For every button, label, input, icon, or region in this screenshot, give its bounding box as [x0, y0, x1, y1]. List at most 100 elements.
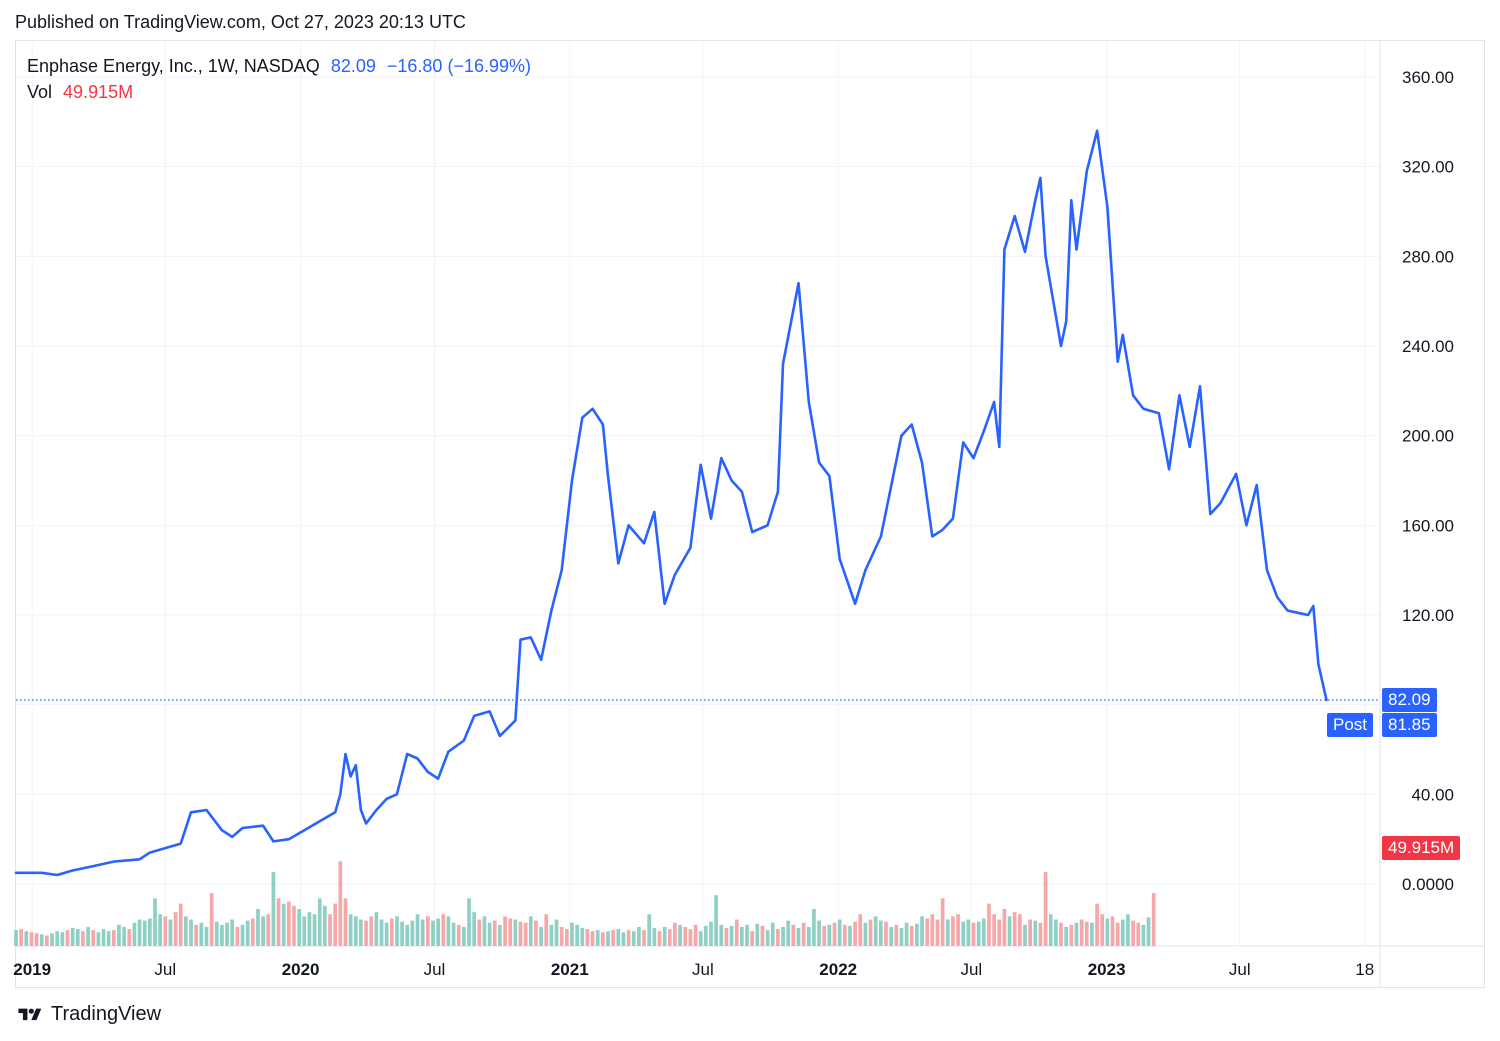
volume-bar [281, 903, 286, 946]
volume-bar [590, 931, 595, 946]
volume-bar [65, 930, 70, 946]
volume-bar [662, 926, 667, 946]
volume-bar [189, 919, 193, 946]
volume-bar [127, 929, 132, 946]
volume-bar [302, 916, 307, 946]
volume-bar [992, 914, 996, 946]
volume-bar [1002, 908, 1007, 946]
volume-bar [405, 924, 410, 946]
volume-bar [1131, 920, 1135, 946]
volume-bar [147, 918, 152, 946]
volume-bar [214, 921, 219, 946]
volume-bar [894, 924, 899, 946]
volume-bar [508, 918, 513, 946]
volume-bar [142, 920, 147, 946]
volume-bar [333, 903, 338, 946]
volume-bar [1054, 919, 1058, 946]
volume-bar [518, 921, 523, 946]
volume-bar [822, 925, 827, 946]
volume-bar [317, 898, 322, 946]
volume-bar [477, 919, 482, 946]
volume-bar [981, 918, 986, 946]
legend-symbol: Enphase Energy, Inc., 1W, NASDAQ [27, 56, 320, 76]
volume-bar [683, 926, 688, 946]
volume-bar [688, 929, 693, 946]
volume-bar [539, 926, 543, 946]
volume-bar [729, 925, 734, 946]
volume-bar [776, 929, 780, 946]
volume-bar [503, 916, 507, 946]
volume-bar [554, 919, 559, 946]
volume-bar [652, 928, 657, 946]
volume-bar [858, 914, 863, 946]
volume-bar [55, 931, 60, 946]
volume-bar [111, 930, 116, 946]
volume-bar [925, 918, 930, 946]
volume-bar [853, 921, 857, 946]
volume-bar [415, 914, 420, 946]
volume-bar [266, 914, 271, 946]
volume-bar [379, 919, 384, 946]
chart-legend: Enphase Energy, Inc., 1W, NASDAQ 82.09 −… [27, 53, 531, 105]
volume-bar [889, 926, 894, 946]
volume-bar [60, 932, 65, 946]
chart-frame[interactable] [15, 40, 1485, 988]
volume-bar [261, 916, 265, 946]
y-tick-label: 40.00 [1411, 785, 1454, 804]
volume-bar [642, 930, 646, 946]
volume-bar [1079, 919, 1084, 946]
volume-bar [832, 922, 837, 946]
volume-bar [951, 916, 955, 946]
volume-bar [534, 920, 538, 946]
volume-bar [498, 924, 502, 946]
volume-bar [734, 919, 739, 946]
volume-bar [812, 908, 816, 946]
x-tick-label: Jul [692, 960, 714, 979]
volume-bar [1090, 922, 1094, 946]
x-tick-label: Jul [424, 960, 446, 979]
volume-bar [559, 926, 564, 946]
volume-bar [328, 914, 332, 946]
volume-bar [678, 924, 682, 946]
footer-brand[interactable]: TradingView [15, 1003, 161, 1026]
volume-bar [621, 932, 626, 946]
volume-bar [770, 922, 775, 946]
volume-bar [395, 916, 399, 946]
volume-bar [29, 932, 34, 946]
volume-bar [750, 931, 755, 946]
volume-bar [842, 924, 847, 946]
volume-bar [400, 921, 404, 946]
volume-bar [199, 922, 204, 946]
x-tick-label: 2021 [551, 960, 589, 979]
volume-bar [1074, 922, 1079, 946]
volume-bar [698, 931, 703, 946]
volume-bar [863, 922, 868, 946]
volume-bar [410, 920, 415, 946]
volume-bar [781, 926, 785, 946]
volume-bar [482, 916, 487, 946]
volume-bar [1095, 903, 1099, 946]
legend-last-price: 82.09 [330, 56, 376, 76]
volume-bar [1038, 922, 1043, 946]
volume-bar [1115, 922, 1120, 946]
price-line[interactable] [14, 129, 1328, 877]
volume-bar [122, 926, 126, 946]
volume-bar [492, 920, 497, 946]
volume-bar [75, 929, 80, 946]
volume-bar [693, 924, 698, 946]
volume-bar [184, 916, 188, 946]
volume-bar [703, 925, 708, 946]
volume-bar [462, 926, 466, 946]
legend-symbol-row: Enphase Energy, Inc., 1W, NASDAQ 82.09 −… [27, 53, 531, 79]
x-tick-label: 2020 [282, 960, 320, 979]
volume-bar [19, 929, 24, 946]
volume-bar [163, 916, 168, 946]
volume-bar [81, 931, 85, 946]
volume-bar [657, 931, 662, 946]
volume-bar [1043, 871, 1048, 946]
volume-bar [868, 919, 873, 946]
volume-bar [1105, 918, 1110, 946]
last-price-tag: 82.09 [1382, 688, 1437, 712]
volume-bar [760, 925, 765, 946]
